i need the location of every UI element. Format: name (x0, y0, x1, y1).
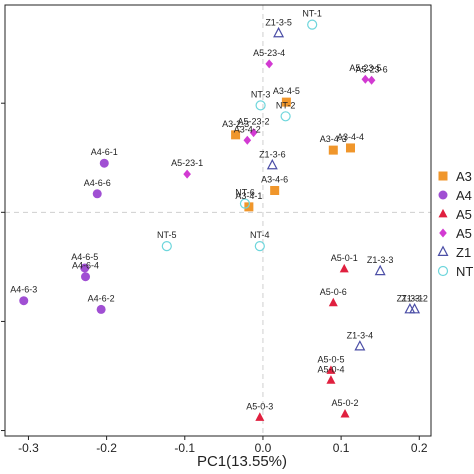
data-point (367, 75, 376, 85)
data-point (266, 158, 278, 170)
data-point (374, 264, 386, 276)
data-point (345, 143, 355, 153)
x-tick-label: 0.2 (411, 441, 428, 455)
legend-label: Z1 (456, 245, 471, 260)
legend-marker (438, 208, 448, 218)
data-point (249, 128, 258, 138)
data-point (183, 169, 191, 179)
data-point-label: A3-4-4 (337, 132, 364, 142)
legend: A3 A4 A5 A5 Z1 NT (437, 169, 473, 279)
data-point-label: A3-4-2 (234, 124, 261, 134)
x-tick-label: -0.2 (96, 441, 117, 455)
data-point-label: A5-0-5 (317, 355, 344, 365)
data-point (81, 272, 91, 282)
data-point-label: A5-23-2 (238, 117, 270, 127)
data-point-label: Z1-3-5 (265, 17, 292, 27)
data-point-label: A5-0-1 (331, 253, 358, 263)
axes: -0.3-0.2-0.10.00.10.20.10.0-0.1-0.2 (1, 4, 432, 455)
data-point-label: A4-6-3 (10, 285, 37, 295)
data-point-label: A4-6-2 (88, 293, 115, 303)
data-point-label: A4-6-5 (71, 252, 98, 262)
data-point (307, 19, 318, 30)
data-point (96, 304, 106, 314)
data-point-label: A4-6-6 (84, 178, 111, 188)
data-point (361, 74, 370, 84)
data-point-label: NT-6 (235, 188, 255, 198)
data-point (255, 100, 266, 111)
legend-label: NT (456, 264, 473, 279)
data-point-label: A5-23-4 (253, 48, 285, 58)
x-tick-label: -0.3 (18, 441, 39, 455)
legend-label: A3 (456, 169, 472, 184)
data-point-label: NT-4 (250, 230, 270, 240)
plot-frame (4, 4, 432, 437)
legend-marker (437, 265, 449, 277)
data-point-label: A5-23-5 (349, 63, 381, 73)
data-point-label: A4-6-1 (91, 147, 118, 157)
data-point (92, 189, 102, 199)
data-point (340, 409, 350, 418)
data-point (281, 97, 291, 107)
data-point-label: Z1-3-3 (367, 255, 394, 265)
data-points (19, 19, 421, 421)
reference-lines (5, 5, 431, 436)
x-tick-label: 0.1 (333, 441, 350, 455)
data-point (404, 302, 416, 314)
data-point (243, 135, 252, 145)
data-point (239, 198, 251, 209)
data-point (326, 365, 336, 374)
data-point (255, 412, 265, 421)
data-point-label: NT-1 (302, 9, 322, 19)
data-point (326, 375, 336, 384)
data-point-label: A3-2-3 (222, 119, 249, 129)
data-point-label: Z1-3-1 (397, 293, 424, 303)
data-point (339, 263, 349, 273)
data-point (270, 185, 280, 195)
data-point-label: NT-5 (157, 230, 177, 240)
data-point-label: A3-4-5 (273, 86, 300, 96)
data-point-label: A5-0-3 (246, 401, 273, 411)
data-point (265, 59, 274, 69)
data-point-label: A5-23-6 (356, 64, 388, 74)
data-point (280, 111, 291, 122)
data-point-label: A5-23-1 (171, 158, 203, 168)
data-point-label: A5-0-4 (317, 364, 344, 374)
x-tick-label: 0.0 (255, 441, 272, 455)
data-point-label: NT-2 (276, 100, 296, 110)
x-tick-label: -0.1 (174, 441, 195, 455)
legend-marker (437, 245, 449, 256)
data-point-label: A5-0-6 (320, 287, 347, 297)
data-point-label: Z1-3-2 (401, 293, 428, 303)
data-point-label: A3-4-1 (235, 191, 262, 201)
data-point-label: Z1-3-6 (259, 149, 286, 159)
data-point-label: A3-4-6 (261, 174, 288, 184)
legend-marker (439, 228, 447, 238)
legend-label: A5 (456, 207, 472, 222)
point-labels: A3-4-5 A3-2-3 A3-4-3A3-4-4 A3-4-6 A3-4-1 A4-6… (10, 9, 428, 412)
data-point (99, 158, 109, 168)
legend-label: A4 (456, 188, 472, 203)
data-point (19, 296, 29, 306)
legend-label: A5 (456, 226, 472, 241)
x-axis-label: PC1(13.55%) (197, 453, 287, 470)
data-point (161, 241, 172, 252)
data-point (409, 302, 421, 314)
legend-marker (438, 171, 448, 181)
data-point-label: Z1-3-4 (347, 331, 374, 341)
data-point (273, 26, 285, 38)
data-point (254, 241, 265, 252)
data-point-label: A5-0-2 (332, 398, 359, 408)
data-point-label: A4-6-4 (72, 261, 99, 271)
data-point (354, 340, 366, 351)
data-point (328, 297, 338, 307)
legend-marker (438, 190, 448, 200)
data-point-label: NT-3 (251, 89, 271, 99)
data-point (231, 130, 241, 140)
data-point (80, 263, 90, 273)
data-point-label: A3-4-3 (320, 134, 347, 144)
data-point (328, 145, 338, 155)
